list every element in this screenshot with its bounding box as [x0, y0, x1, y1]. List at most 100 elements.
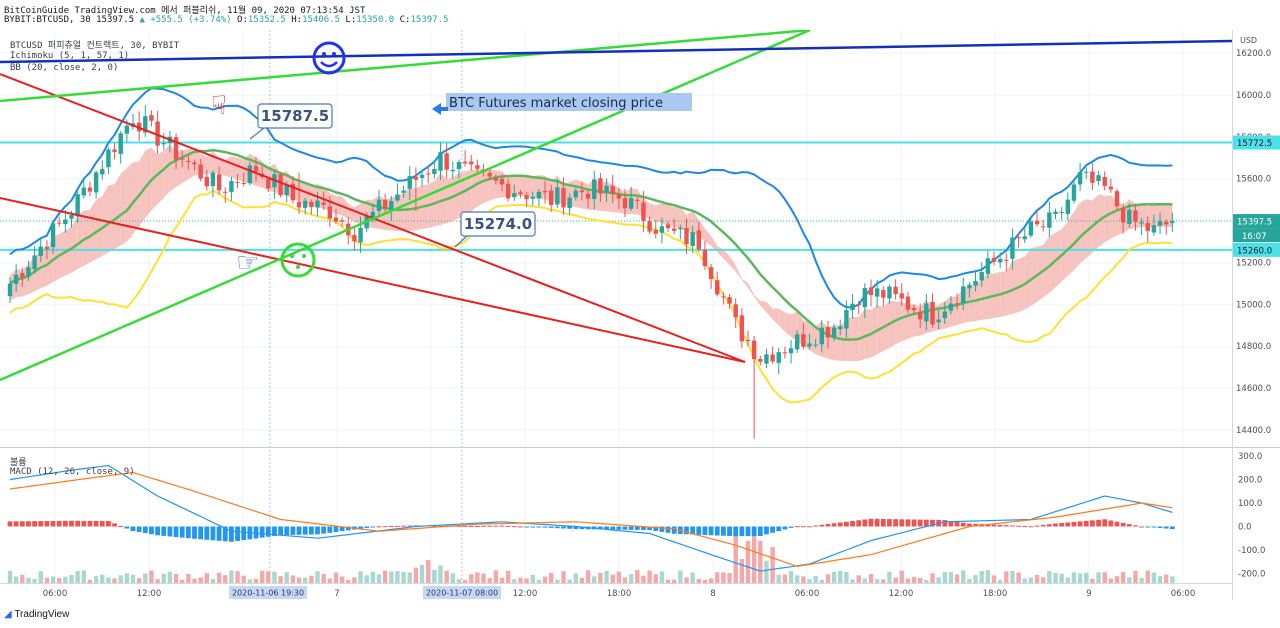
macd-pane[interactable] [7, 464, 1175, 584]
volume-bar [81, 570, 86, 583]
macd-histogram-bar [770, 526, 775, 533]
macd-histogram-bar [161, 526, 167, 536]
macd-histogram-bar [690, 526, 696, 535]
macd-histogram-bar [290, 526, 296, 535]
macd-histogram-bar [813, 525, 819, 527]
volume-bar [536, 579, 542, 583]
candle [469, 161, 474, 165]
cloud-segment [1024, 248, 1031, 310]
volume-bar [38, 571, 43, 583]
macd-tick: 300.0 [1238, 452, 1262, 462]
volume-bar [1022, 578, 1027, 583]
bb-upper-line [9, 87, 1173, 309]
macd-histogram-bar [733, 526, 739, 537]
macd-histogram-bar [917, 519, 923, 527]
ichimoku-legend: Ichimoku (5, 1, 57, 1) [10, 51, 130, 61]
candle [309, 201, 314, 208]
volume-bar [893, 577, 898, 583]
cloud-segment [483, 169, 490, 204]
macd-histogram-bar [782, 526, 788, 530]
level-tag-lower: 15260.0 [1237, 246, 1272, 256]
macd-histogram-bar [382, 526, 388, 528]
volume-bar [585, 570, 591, 583]
candle [622, 198, 628, 209]
time-label: 06:00 [1171, 589, 1196, 599]
macd-histogram-bar [665, 526, 671, 533]
cloud-segment [717, 245, 724, 259]
candle [370, 211, 376, 218]
macd-histogram-bar [628, 526, 634, 530]
candle [758, 358, 763, 362]
candle [979, 271, 984, 281]
callout-15787-box[interactable] [257, 103, 333, 129]
macd-histogram-bar [75, 520, 81, 527]
volume-bar [751, 532, 757, 583]
candle [567, 197, 572, 209]
tradingview-logo[interactable]: ◢ TradingView [4, 609, 69, 620]
candle [838, 326, 843, 330]
candle [1108, 186, 1114, 190]
macd-histogram-bar [561, 526, 566, 529]
change-arrow-icon: ▲ [139, 15, 145, 25]
volume-bar [432, 569, 437, 583]
candle [438, 152, 443, 171]
last-price: 15397.5 [96, 15, 135, 25]
macd-histogram-bar [807, 526, 812, 528]
pointing-hand-icon-top[interactable]: ☟ [211, 91, 227, 121]
cloud-segment [674, 207, 681, 230]
candle [512, 193, 517, 198]
volume-bar [395, 571, 400, 583]
volume-bar [192, 578, 197, 583]
macd-legend: MACD (12, 26, close, 9) [10, 467, 135, 477]
smiley-icon[interactable] [312, 41, 346, 75]
volume-bar [653, 574, 658, 583]
publish-info: BitCoinGuide TradingView.com 에서 퍼블리쉬, 11… [4, 6, 366, 16]
macd-histogram-bar [81, 520, 87, 527]
pointing-hand-icon-low[interactable]: ☞ [236, 248, 259, 278]
volume-bar [518, 577, 523, 583]
volume-bar [303, 577, 308, 583]
price-tick: 15600.0 [1236, 175, 1271, 185]
volume-bar [610, 574, 615, 583]
candle [69, 215, 74, 219]
macd-histogram-bar [216, 526, 222, 541]
macd-histogram-bar [93, 520, 99, 527]
macd-histogram-bar [155, 526, 160, 536]
cloud-segment [1043, 236, 1050, 298]
macd-histogram-bar [518, 526, 523, 528]
cloud-segment [225, 156, 232, 178]
green-circle-icon[interactable] [280, 242, 316, 278]
cloud-segment [748, 282, 755, 297]
macd-histogram-bar [702, 526, 708, 536]
macd-histogram-bar [1145, 526, 1151, 528]
candle [893, 286, 898, 295]
volume-bar [223, 575, 228, 583]
macd-tick: -100.0 [1238, 546, 1265, 556]
candle [813, 344, 818, 346]
main-pane[interactable] [0, 30, 1232, 439]
macd-histogram-bar [1040, 524, 1046, 527]
volume-bar [616, 571, 622, 583]
volume-bar [1090, 578, 1095, 583]
volume-bar [364, 575, 369, 583]
macd-histogram-bar [954, 521, 960, 527]
callout-15274-box[interactable] [460, 211, 536, 237]
volume-bar [130, 574, 136, 583]
candle [456, 162, 462, 170]
price-tick: 15000.0 [1236, 300, 1271, 310]
macd-histogram-bar [475, 525, 480, 527]
volume-bar [524, 578, 529, 583]
volume-bar [161, 573, 166, 583]
volume-bar [825, 574, 831, 583]
candle [954, 303, 960, 305]
candle [1139, 222, 1144, 224]
volume-bar [1139, 578, 1144, 583]
candle [106, 149, 111, 168]
volume-bar [727, 573, 732, 583]
macd-histogram-bar [1151, 526, 1157, 528]
volume-bar [678, 570, 683, 583]
macd-histogram-bar [554, 526, 560, 529]
candle [1090, 171, 1095, 183]
macd-histogram-bar [985, 524, 991, 527]
